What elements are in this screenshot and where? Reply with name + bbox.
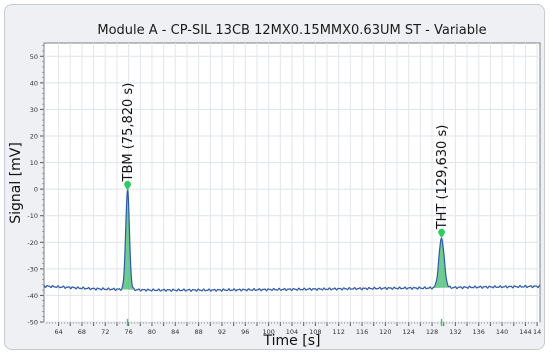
x-tick-label: 112 [332,328,344,336]
peak-marker [438,228,445,239]
x-tick-label: 132 [449,328,461,336]
y-tick-label: 20 [30,133,38,141]
chart-title: Module A - CP-SIL 13CB 12MX0.15MMX0.63UM… [97,23,486,38]
x-tick-label: 64 [54,328,62,336]
y-tick-label: 10 [30,159,38,167]
y-tick-label: 0 [34,186,38,194]
peak-markers [124,180,445,326]
x-tick-label: 116 [356,328,368,336]
x-tick-label: 68 [78,328,86,336]
y-axis-ticks: -50 -40 -30 -20 -10 0 10 20 30 40 50 [27,45,44,327]
y-tick-label: 40 [30,79,38,87]
x-tick-label: 144 [519,328,531,336]
y-tick-label: -10 [27,212,38,220]
y-tick-label: 30 [30,106,38,114]
y-tick-label: -50 [27,319,38,327]
grid-lines [44,43,540,323]
x-tick-label: 100 [262,328,274,336]
x-tick-label: 96 [241,328,249,336]
peak-marker [124,180,131,191]
peak-label: THT (129,630 s) [435,125,450,231]
y-tick-label: -40 [27,292,38,300]
x-tick-label: 120 [379,328,391,336]
x-tick-label: 88 [194,328,202,336]
x-tick-label: 136 [473,328,485,336]
x-tick-label: 92 [218,328,226,336]
x-tick-label: 128 [426,328,438,336]
y-tick-label: 50 [30,53,38,61]
x-tick-label: 124 [402,328,414,336]
x-axis-ticks: 64 68 72 76 80 84 88 92 96 100 104 108 112 116 120 124 1… [46,322,541,336]
x-axis-label: Time [s] [263,333,321,349]
x-tick-label: 140 [496,328,508,336]
x-tick-label: 76 [124,328,132,336]
y-tick-label: -30 [27,265,38,273]
signal-trace [43,189,541,292]
y-tick-label: -20 [27,239,38,247]
y-axis-label: Signal [mV] [8,142,24,224]
x-tick-label: 80 [148,328,156,336]
peak-label: TBM (75,820 s) [121,83,136,183]
x-tick-label: 84 [171,328,179,336]
x-tick-label: 108 [309,328,321,336]
x-tick-label: 104 [286,328,298,336]
x-tick-label: 72 [101,328,109,336]
peak-labels: TBM (75,820 s) THT (129,630 s) [121,83,450,231]
x-tick-label: 14 [533,328,541,336]
